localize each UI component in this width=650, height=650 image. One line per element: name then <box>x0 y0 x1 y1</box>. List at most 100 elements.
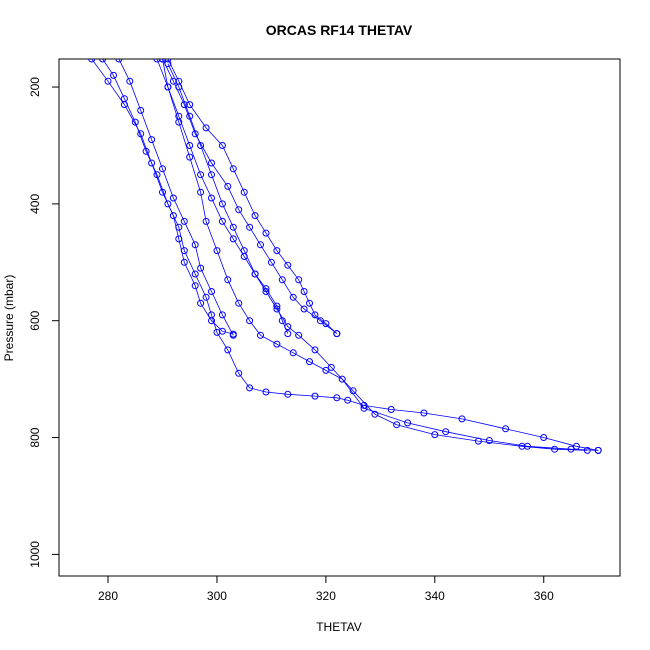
data-point <box>284 261 292 269</box>
data-point <box>208 159 215 167</box>
y-tick-label: 400 <box>28 194 42 214</box>
data-point <box>99 59 107 63</box>
y-tick-label: 600 <box>28 310 42 330</box>
data-point <box>197 299 205 307</box>
data-point <box>218 200 226 208</box>
data-point <box>153 59 161 63</box>
data-point <box>137 106 145 114</box>
data-point <box>393 421 401 429</box>
data-point <box>306 299 313 307</box>
data-point <box>278 276 286 284</box>
data-point <box>502 425 510 433</box>
data-point <box>229 223 237 231</box>
data-point <box>322 366 330 374</box>
data-point <box>186 142 194 149</box>
data-point <box>551 445 559 453</box>
data-point <box>197 264 205 272</box>
series-line <box>167 59 338 334</box>
series-4 <box>115 59 237 339</box>
data-point <box>284 390 292 398</box>
data-point <box>257 241 264 249</box>
data-point <box>88 59 96 63</box>
data-point <box>262 285 270 293</box>
data-point <box>316 317 324 325</box>
x-tick-label: 340 <box>425 589 445 603</box>
data-point <box>262 388 270 396</box>
data-point <box>120 95 128 103</box>
data-point <box>311 346 319 354</box>
data-point <box>235 299 243 307</box>
y-axis-label: Pressure (mbar) <box>2 275 16 362</box>
data-point <box>180 101 188 109</box>
data-point <box>197 188 205 196</box>
data-point <box>159 59 166 63</box>
data-point <box>273 302 281 310</box>
data-point <box>208 288 215 295</box>
data-point <box>246 223 254 231</box>
data-point <box>246 384 254 392</box>
data-point <box>518 442 526 450</box>
data-point <box>202 217 210 225</box>
data-point <box>208 171 215 179</box>
x-axis-label: THETAV <box>316 620 362 634</box>
data-point <box>180 247 188 255</box>
plot-frame <box>58 58 621 577</box>
data-point <box>224 276 232 284</box>
data-point <box>208 311 215 319</box>
data-point <box>213 247 221 255</box>
data-point <box>322 320 330 328</box>
data-point <box>148 159 156 167</box>
data-point <box>273 247 281 255</box>
data-point <box>131 118 139 126</box>
series-line <box>118 59 234 336</box>
data-point <box>295 276 303 284</box>
data-point <box>164 83 172 91</box>
data-point <box>572 442 580 450</box>
data-point <box>540 434 548 441</box>
data-point <box>333 330 341 338</box>
x-tick-label: 280 <box>98 589 118 603</box>
data-point <box>191 282 199 290</box>
data-point <box>251 270 259 278</box>
data-point <box>126 77 134 85</box>
data-point <box>186 101 194 109</box>
x-axis: 280 300 320 340 360 <box>98 576 554 603</box>
data-point <box>251 212 259 220</box>
series-line <box>156 59 289 334</box>
data-point <box>306 358 313 366</box>
data-point <box>338 375 346 383</box>
data-point <box>224 182 232 190</box>
data-point <box>235 206 243 214</box>
data-point <box>191 130 199 138</box>
data-point <box>180 217 188 225</box>
data-point <box>289 349 297 357</box>
data-point <box>175 77 183 85</box>
data-point <box>202 293 210 301</box>
data-point <box>262 229 270 237</box>
data-point <box>333 394 341 402</box>
series-1 <box>159 59 602 454</box>
series-line <box>167 63 588 451</box>
data-point <box>583 446 591 454</box>
x-tick-label: 360 <box>534 589 554 603</box>
data-point <box>175 223 183 231</box>
series-3 <box>99 59 602 454</box>
y-tick-label: 1000 <box>28 541 42 568</box>
data-point <box>240 188 248 196</box>
data-point <box>208 194 215 202</box>
data-point <box>404 419 412 427</box>
x-tick-label: 320 <box>316 589 336 603</box>
data-point <box>229 165 237 173</box>
data-point <box>349 387 357 395</box>
data-point <box>197 142 205 149</box>
data-point <box>235 369 243 377</box>
data-point <box>213 328 221 336</box>
data-point <box>142 147 150 155</box>
data-point <box>153 171 161 179</box>
data-point <box>218 311 226 319</box>
data-point <box>218 217 226 225</box>
data-point <box>311 392 319 400</box>
data-point <box>197 171 205 179</box>
data-point <box>148 136 156 144</box>
